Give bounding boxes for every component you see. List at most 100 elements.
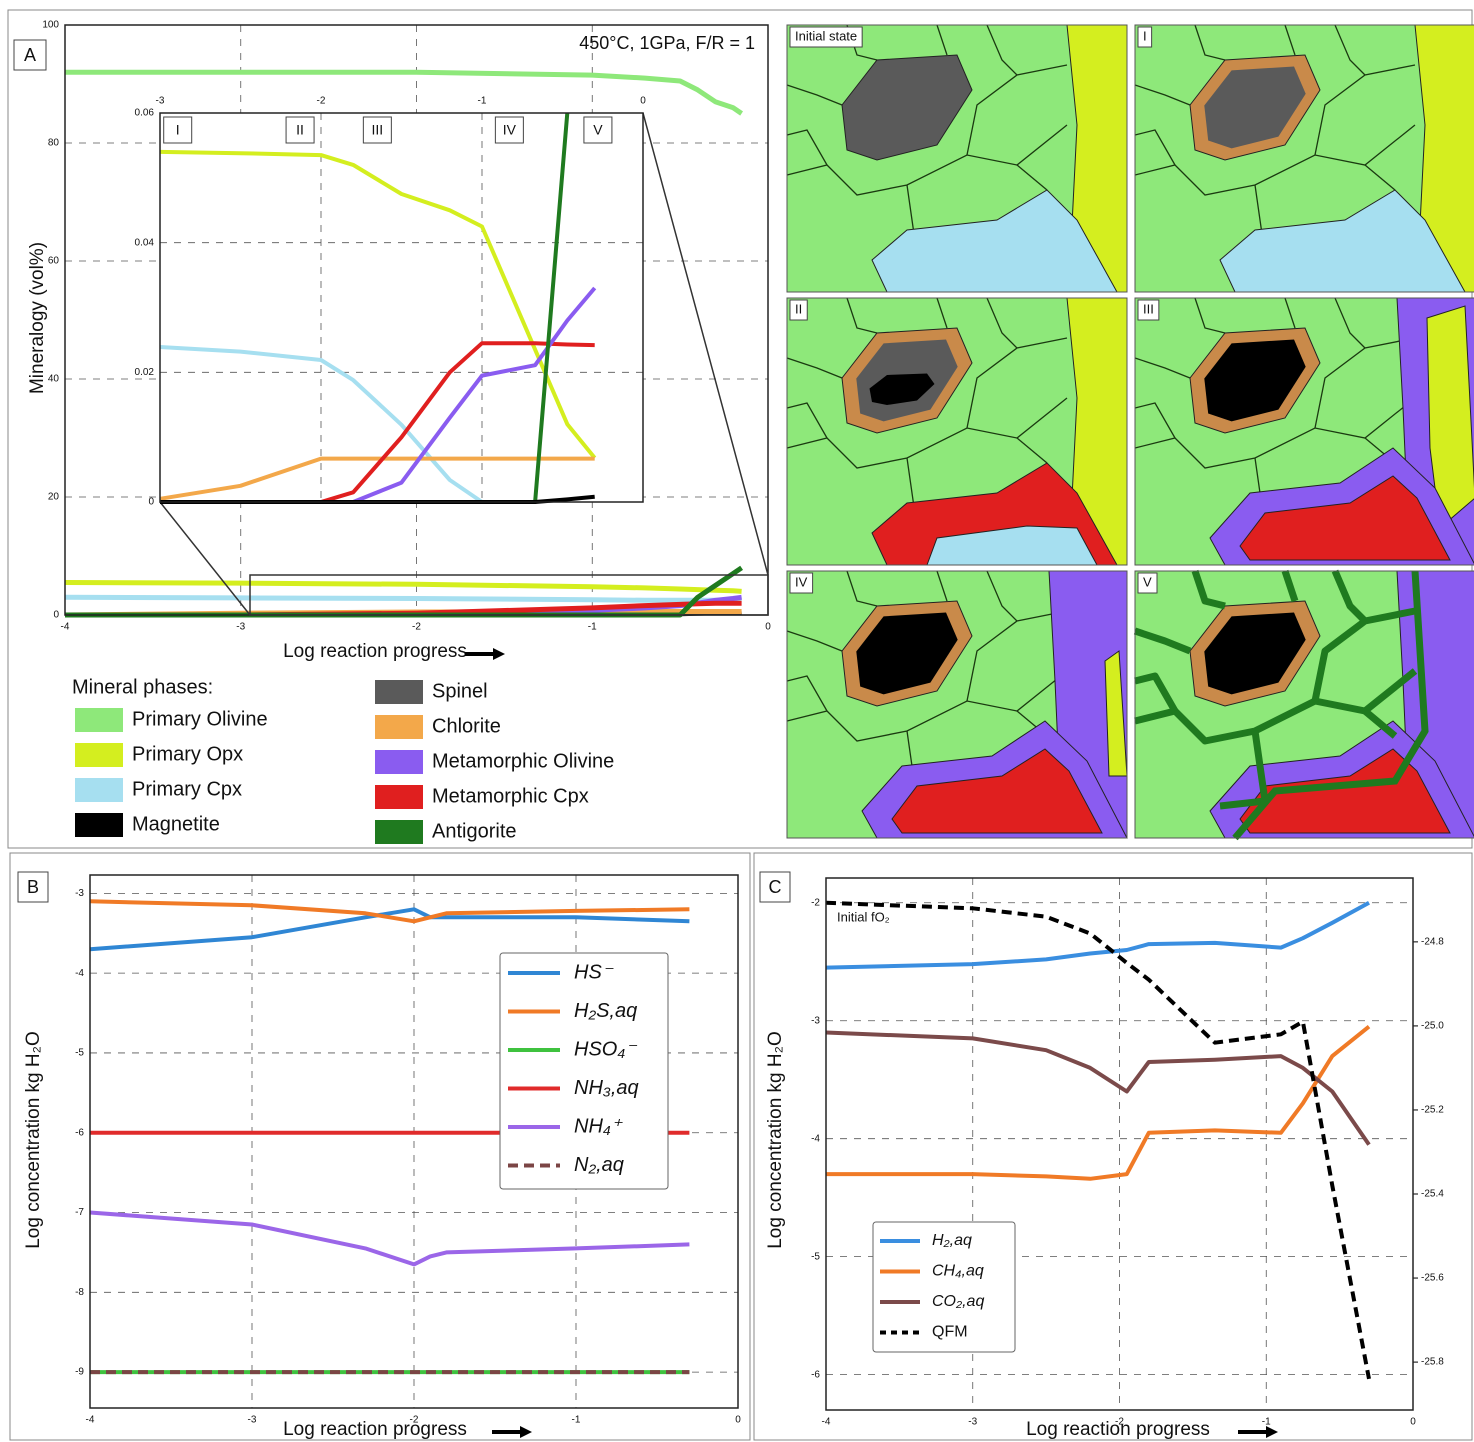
y-tick-label: -5 [811, 1251, 820, 1262]
legend-label: Metamorphic Cpx [432, 785, 589, 807]
x-tick-label: -4 [86, 1415, 95, 1426]
y-tick-label: 0.06 [135, 108, 155, 119]
legend-swatch [75, 778, 123, 802]
arrow-icon [1238, 1426, 1278, 1438]
x-tick-label: 0 [765, 622, 771, 633]
stage-label: III [372, 122, 384, 138]
x-tick-label: -1 [1262, 1417, 1271, 1428]
y-tick-label: 80 [48, 138, 60, 149]
y-tick-label: -3 [75, 888, 84, 899]
arrow-icon [492, 1426, 532, 1438]
legend-label: NH₃,aq [574, 1077, 639, 1099]
x-tick-label: -3 [156, 96, 165, 107]
figure: -4-3-2-10020406080100-3-2-1000.020.040.0… [0, 0, 1474, 1442]
legend-swatch [75, 743, 123, 767]
y-tick-label: 0.04 [135, 237, 155, 248]
legend-label: HS⁻ [574, 961, 614, 983]
x-tick-label: -1 [588, 622, 597, 633]
stage-label: IV [503, 122, 517, 138]
schematic-tile: I [1135, 25, 1474, 292]
plot-area [160, 113, 643, 502]
y-tick-label: 0 [53, 610, 59, 621]
annotation: Initial fO₂ [837, 909, 890, 924]
schematic-tile: Initial state [787, 25, 1127, 292]
schematic-tile: II [787, 298, 1127, 565]
x-tick-label: -4 [61, 622, 70, 633]
tile-label: Initial state [795, 28, 857, 43]
stage-label: II [296, 122, 304, 138]
y2-tick-label: -24.8 [1421, 937, 1444, 948]
legend-title: Mineral phases: [72, 676, 213, 698]
legend-label: QFM [932, 1324, 968, 1341]
legend-swatch [375, 785, 423, 809]
y2-tick-label: -25.6 [1421, 1273, 1444, 1284]
y-tick-label: -3 [811, 1015, 820, 1026]
legend-label: CH₄,aq [932, 1263, 984, 1280]
y-tick-label: -8 [75, 1287, 84, 1298]
legend-label: H₂,aq [932, 1232, 972, 1249]
legend-label: HSO₄⁻ [574, 1038, 637, 1060]
schematic-tile: V [1135, 571, 1474, 838]
y-tick-label: 20 [48, 492, 60, 503]
legend-label: Chlorite [432, 715, 501, 737]
legend-label: Metamorphic Olivine [432, 750, 614, 772]
y2-tick-label: -25.0 [1421, 1021, 1444, 1032]
annotation: 450°C, 1GPa, F/R = 1 [579, 33, 755, 53]
y-tick-label: -5 [75, 1048, 84, 1059]
x-tick-label: -3 [248, 1415, 257, 1426]
x-axis-label: Log reaction progress [1026, 1419, 1210, 1440]
x-tick-label: -1 [478, 96, 487, 107]
schematic-tile: III [1135, 298, 1474, 565]
legend-swatch [375, 820, 423, 844]
legend-label: Primary Opx [132, 743, 243, 765]
y-axis-label: Mineralogy (vol%) [27, 242, 48, 394]
panel-letter: B [27, 877, 39, 897]
y-axis-label: Log concentration kg H₂O [23, 1031, 44, 1249]
x-tick-label: 0 [735, 1415, 741, 1426]
legend-swatch [375, 680, 423, 704]
legend-label: CO₂,aq [932, 1293, 984, 1310]
x-tick-label: -4 [822, 1417, 831, 1428]
y-tick-label: -7 [75, 1207, 84, 1218]
y-tick-label: -4 [811, 1133, 820, 1144]
x-tick-label: -1 [572, 1415, 581, 1426]
y2-tick-label: -25.4 [1421, 1189, 1444, 1200]
tile-label: III [1143, 301, 1154, 316]
legend-label: Primary Olivine [132, 708, 268, 730]
y-tick-label: -2 [811, 897, 820, 908]
x-axis-label: Log reaction progress [283, 641, 467, 662]
y-tick-label: -4 [75, 968, 84, 979]
x-tick-label: 0 [640, 96, 646, 107]
legend-label: NH₄⁺ [574, 1115, 623, 1137]
x-tick-label: -2 [412, 622, 421, 633]
legend-swatch [75, 813, 123, 837]
arrow-icon [465, 648, 505, 660]
stage-label: V [593, 122, 603, 138]
legend-label: Magnetite [132, 813, 220, 835]
legend-swatch [375, 750, 423, 774]
x-tick-label: -3 [968, 1417, 977, 1428]
series-line [65, 597, 742, 600]
x-axis-label: Log reaction progress [283, 1419, 467, 1440]
legend-label: Spinel [432, 680, 488, 702]
y-tick-label: 40 [48, 374, 60, 385]
tile-label: IV [795, 574, 808, 589]
tile-label: I [1143, 28, 1147, 43]
panel-letter: C [769, 877, 782, 897]
panel-letter: A [24, 45, 36, 65]
tile-label: V [1143, 574, 1152, 589]
legend-label: H₂S,aq [574, 1000, 637, 1022]
tile-label: II [795, 301, 802, 316]
y2-tick-label: -25.8 [1421, 1357, 1444, 1368]
legend-swatch [375, 715, 423, 739]
y-tick-label: -6 [811, 1369, 820, 1380]
y-tick-label: 60 [48, 256, 60, 267]
x-tick-label: 0 [1410, 1417, 1416, 1428]
y2-tick-label: -25.2 [1421, 1105, 1444, 1116]
legend-label: Antigorite [432, 820, 517, 842]
legend-swatch [75, 708, 123, 732]
legend-label: N₂,aq [574, 1154, 624, 1176]
y-tick-label: 0 [148, 497, 154, 508]
stage-label: I [176, 122, 180, 138]
y-tick-label: -6 [75, 1127, 84, 1138]
